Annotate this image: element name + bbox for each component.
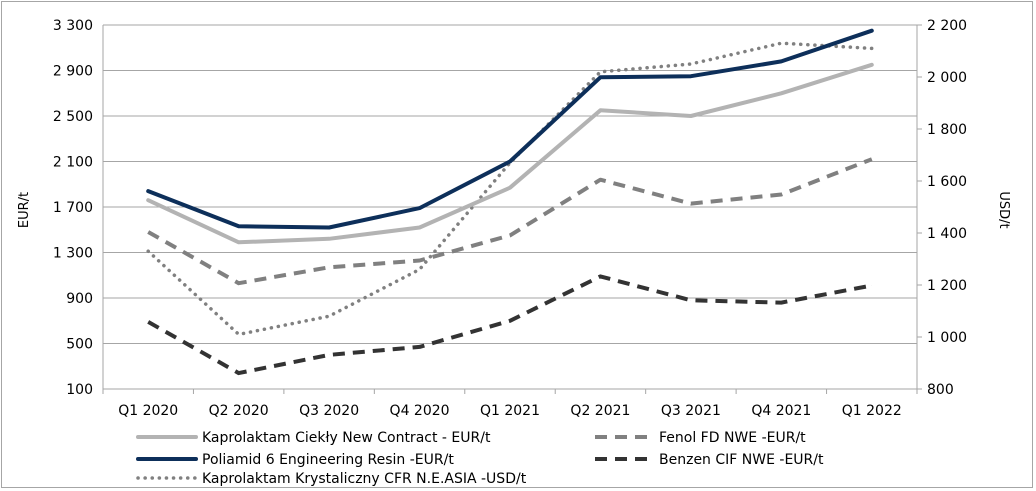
x-tick-label: Q4 2021 [751,403,811,419]
left-tick-label: 2 500 [53,109,93,125]
x-axis-ticks: Q1 2020 Q2 2020 Q3 2020 Q4 2020 Q1 2021 Q2 20… [102,389,918,419]
right-tick-label: 1 800 [927,122,967,138]
left-tick-label: 2 100 [53,155,93,171]
legend-label: Poliamid 6 Engineering Resin -EUR/t [202,452,454,468]
left-tick-label: 2 900 [53,64,93,80]
x-tick-label: Q1 2020 [118,403,178,419]
legend-label: Benzen CIF NWE -EUR/t [659,452,824,468]
left-tick-label: 3 300 [53,18,93,34]
right-tick-label: 2 000 [927,70,967,86]
legend-label: Fenol FD NWE -EUR/t [659,430,806,446]
right-tick-label: 1 400 [927,226,967,242]
series-line-3 [147,274,873,376]
right-tick-label: 1 000 [927,330,967,346]
right-tick-label: 800 [927,382,954,398]
series-line-2 [146,28,874,230]
right-tick-label: 1 200 [927,278,967,294]
left-tick-label: 500 [66,337,93,353]
right-tick-label: 1 600 [927,174,967,190]
x-tick-label: Q2 2020 [209,403,269,419]
left-tick-label: 100 [66,382,93,398]
series-line-1 [147,157,873,286]
left-tick-label: 900 [66,291,93,307]
legend: Kaprolaktam Ciekły New Contract - EUR/t F… [136,430,824,487]
right-axis-ticks: 800 1 000 1 200 1 400 1 600 1 800 2 000 2 200 [917,18,967,398]
left-tick-label: 1 700 [53,200,93,216]
x-tick-label: Q2 2021 [570,403,630,419]
right-axis-title: USD/t [996,191,1011,228]
legend-label: Kaprolaktam Krystaliczny CFR N.E.ASIA -U… [202,471,527,487]
x-tick-label: Q3 2020 [299,403,359,419]
left-tick-label: 1 300 [53,246,93,262]
gridlines [102,24,918,390]
x-tick-label: Q1 2021 [480,403,540,419]
left-axis-title: EUR/t [17,192,32,228]
left-axis-ticks: 100 500 900 1 300 1 700 2 100 2 500 2 900 3 300 [53,18,93,398]
x-tick-label: Q1 2022 [842,403,902,419]
series-line-0 [146,62,874,245]
series-line-4 [146,41,874,337]
right-tick-label: 2 200 [927,18,967,34]
x-tick-label: Q3 2021 [661,403,721,419]
legend-label: Kaprolaktam Ciekły New Contract - EUR/t [202,430,491,446]
x-tick-label: Q4 2020 [390,403,450,419]
series-lines [146,28,874,376]
